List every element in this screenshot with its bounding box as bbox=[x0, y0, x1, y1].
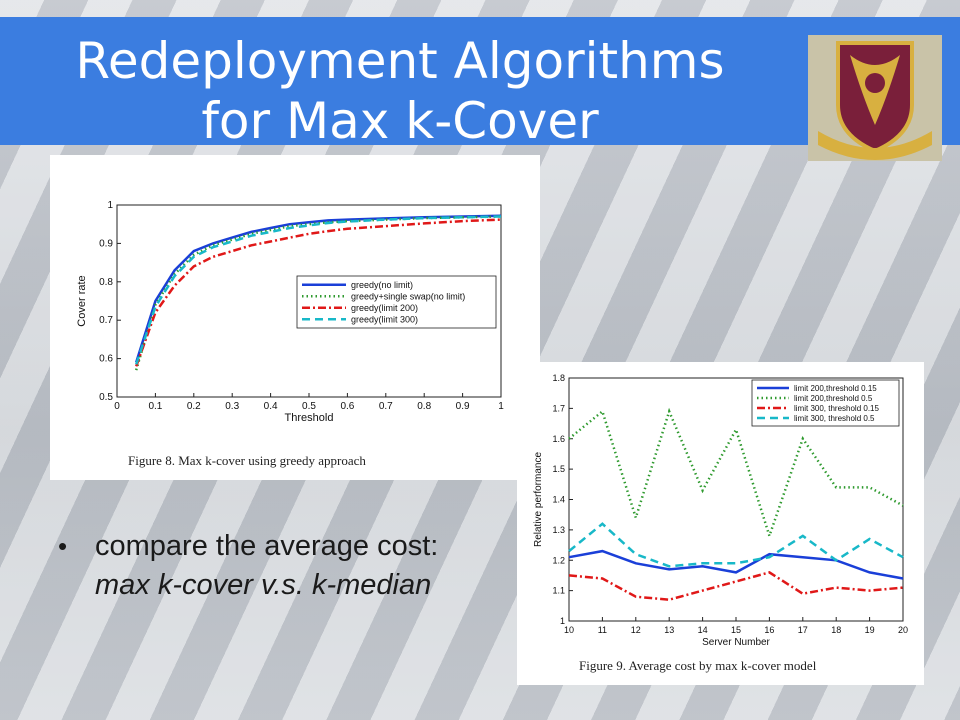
bullet-text-italic: max k-cover v.s. k-median bbox=[95, 569, 432, 601]
x-tick-label: 17 bbox=[798, 625, 808, 635]
figure-8: 0 0.1 0.2 0.3 0.4 0.5 0.6 0.7 0.8 0.9 1 0.5 0.6 0.7 0.… bbox=[50, 155, 540, 480]
legend-label-2: greedy+single swap(no limit) bbox=[351, 291, 465, 301]
university-crest-logo bbox=[808, 35, 942, 161]
series-line-3 bbox=[135, 218, 502, 367]
title-line-1: Redeployment Algorithms bbox=[75, 32, 725, 90]
x-tick-label: 0.6 bbox=[340, 401, 354, 412]
x-tick-label: 0.9 bbox=[456, 401, 470, 412]
y-tick-label: 1.7 bbox=[552, 403, 565, 413]
legend-label-1: limit 200,threshold 0.15 bbox=[794, 384, 877, 393]
legend-label-4: greedy(limit 300) bbox=[351, 314, 418, 324]
figure-9: 10 11 12 13 14 15 16 17 18 19 20 1 1.1 1.2 1.3 1.4 1.5 1.… bbox=[517, 362, 924, 685]
figure-9-caption: Figure 9. Average cost by max k-cover mo… bbox=[579, 658, 817, 673]
x-tick-label: 13 bbox=[664, 625, 674, 635]
x-tick-label: 0 bbox=[114, 401, 120, 412]
x-tick-label: 1 bbox=[498, 401, 504, 412]
bullet-text-plain: compare the average cost: bbox=[95, 530, 439, 562]
x-axis-label: Server Number bbox=[702, 637, 770, 648]
x-tick-label: 0.3 bbox=[225, 401, 239, 412]
y-tick-label: 1.2 bbox=[552, 555, 565, 565]
x-tick-label: 0.1 bbox=[148, 401, 162, 412]
x-tick-label: 16 bbox=[764, 625, 774, 635]
y-tick-label: 1.6 bbox=[552, 434, 565, 444]
y-axis-label: Relative performance bbox=[533, 452, 544, 547]
series-line-1 bbox=[568, 549, 904, 580]
y-tick-label: 1.5 bbox=[552, 464, 565, 474]
x-axis-label: Threshold bbox=[285, 412, 334, 424]
series-line-4 bbox=[568, 522, 904, 568]
x-tick-label: 18 bbox=[831, 625, 841, 635]
y-tick-label: 1.1 bbox=[552, 586, 565, 596]
x-tick-label: 15 bbox=[731, 625, 741, 635]
x-tick-label: 14 bbox=[698, 625, 708, 635]
figure-8-chart: 0 0.1 0.2 0.3 0.4 0.5 0.6 0.7 0.8 0.9 1 0.5 0.6 0.7 0.… bbox=[76, 200, 504, 424]
y-axis-label: Cover rate bbox=[76, 275, 88, 326]
x-tick-label: 0.8 bbox=[417, 401, 431, 412]
x-tick-label: 0.7 bbox=[379, 401, 393, 412]
y-tick-label: 0.5 bbox=[99, 392, 113, 403]
y-tick-label: 1.4 bbox=[552, 495, 565, 505]
x-tick-label: 19 bbox=[865, 625, 875, 635]
title-bar: Redeployment Algorithms for Max k-Cover bbox=[0, 17, 960, 161]
y-tick-label: 1 bbox=[560, 616, 565, 626]
y-tick-label: 1.3 bbox=[552, 525, 565, 535]
figure-8-caption: Figure 8. Max k-cover using greedy appro… bbox=[128, 453, 366, 468]
legend-label-2: limit 200,threshold 0.5 bbox=[794, 394, 873, 403]
legend-label-1: greedy(no limit) bbox=[351, 280, 413, 290]
y-tick-label: 0.6 bbox=[99, 354, 113, 365]
legend-label-3: limit 300, threshold 0.15 bbox=[794, 404, 879, 413]
x-tick-label: 0.4 bbox=[264, 401, 278, 412]
y-tick-label: 0.9 bbox=[99, 238, 113, 249]
x-tick-label: 12 bbox=[631, 625, 641, 635]
series-line-3 bbox=[568, 571, 904, 601]
y-tick-label: 0.8 bbox=[99, 277, 113, 288]
series-line-4 bbox=[135, 215, 502, 365]
x-tick-label: 20 bbox=[898, 625, 908, 635]
bullet-text: compare the average cost: max k-cover v.… bbox=[95, 527, 480, 605]
series-line-2 bbox=[568, 407, 904, 540]
x-tick-label: 10 bbox=[564, 625, 574, 635]
y-tick-label: 1.8 bbox=[552, 373, 565, 383]
slide-title: Redeployment Algorithms for Max k-Cover bbox=[0, 31, 800, 151]
legend-label-4: limit 300, threshold 0.5 bbox=[794, 414, 875, 423]
legend-label-3: greedy(limit 200) bbox=[351, 303, 418, 313]
figure-9-chart: 10 11 12 13 14 15 16 17 18 19 20 1 1.1 1.2 1.3 1.4 1.5 1.… bbox=[533, 373, 908, 648]
y-tick-label: 0.7 bbox=[99, 315, 113, 326]
bullet-icon: • bbox=[58, 531, 68, 561]
x-tick-label: 11 bbox=[598, 625, 607, 635]
x-tick-label: 0.5 bbox=[302, 401, 316, 412]
y-tick-label: 1 bbox=[107, 200, 113, 211]
title-line-2: for Max k-Cover bbox=[201, 92, 599, 150]
x-tick-label: 0.2 bbox=[187, 401, 201, 412]
